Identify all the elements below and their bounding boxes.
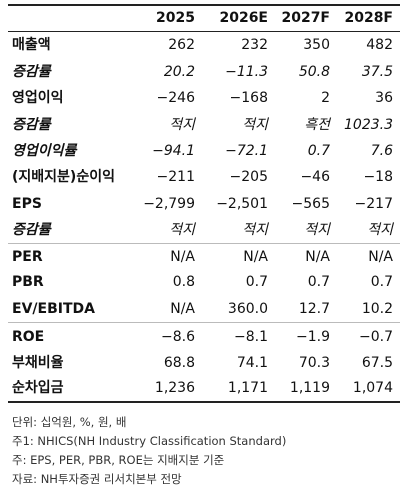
cell: −217 <box>354 196 393 212</box>
cell: −168 <box>229 90 268 106</box>
cell: 68.8 <box>163 355 195 371</box>
cell: 1,171 <box>227 380 268 396</box>
column-header: 2027F <box>281 10 330 26</box>
header-rule <box>8 31 400 32</box>
cell: 350 <box>303 37 330 53</box>
cell: −211 <box>156 169 195 185</box>
cell: −565 <box>291 196 330 212</box>
cell: −1.9 <box>296 329 330 345</box>
cell: 7.6 <box>370 143 393 159</box>
footnote: 단위: 십억원, %, 원, 배 <box>12 415 127 429</box>
cell: 2 <box>321 90 330 106</box>
cell: 적지 <box>242 222 268 238</box>
row-label: 매출액 <box>12 37 51 53</box>
top-rule <box>8 4 400 6</box>
cell: 1,236 <box>154 380 195 396</box>
cell: 20.2 <box>163 64 195 80</box>
cell: −2,501 <box>216 196 268 212</box>
row-label: 영업이익률 <box>12 143 77 159</box>
bottom-rule <box>8 401 400 403</box>
cell: 0.7 <box>307 274 330 290</box>
row-label: 증감률 <box>12 117 51 133</box>
column-header: 2028F <box>344 10 393 26</box>
cell: −72.1 <box>225 143 268 159</box>
group-rule <box>8 243 400 244</box>
column-header: 2025 <box>156 10 195 26</box>
row-label: PBR <box>12 274 44 290</box>
cell: N/A <box>243 249 268 265</box>
row-label: PER <box>12 249 43 265</box>
cell: 0.8 <box>172 274 195 290</box>
row-label: 순차입금 <box>12 380 64 396</box>
column-header: 2026E <box>219 10 268 26</box>
cell: 0.7 <box>307 143 330 159</box>
cell: 1023.3 <box>344 117 393 133</box>
footnote: 자료: NH투자증권 리서치본부 전망 <box>12 472 182 486</box>
cell: 적지 <box>242 117 268 133</box>
cell: 1,119 <box>289 380 330 396</box>
cell: 36 <box>375 90 393 106</box>
cell: N/A <box>305 249 330 265</box>
cell: −205 <box>229 169 268 185</box>
row-label: 증감률 <box>12 64 51 80</box>
cell: −46 <box>300 169 330 185</box>
cell: −18 <box>363 169 393 185</box>
cell: −11.3 <box>225 64 268 80</box>
cell: 12.7 <box>298 301 330 317</box>
cell: 10.2 <box>361 301 393 317</box>
row-label: 영업이익 <box>12 90 64 106</box>
cell: 67.5 <box>361 355 393 371</box>
cell: 50.8 <box>298 64 330 80</box>
cell: N/A <box>368 249 393 265</box>
row-label: 부채비율 <box>12 355 64 371</box>
cell: 적지 <box>169 222 195 238</box>
cell: 0.7 <box>370 274 393 290</box>
cell: −8.1 <box>234 329 268 345</box>
cell: 70.3 <box>298 355 330 371</box>
cell: N/A <box>170 249 195 265</box>
row-label: 증감률 <box>12 222 51 238</box>
cell: −8.6 <box>161 329 195 345</box>
cell: 0.7 <box>245 274 268 290</box>
row-label: (지배지분)순이익 <box>12 169 115 185</box>
cell: 적지 <box>367 222 393 238</box>
group-rule <box>8 322 400 323</box>
cell: 적지 <box>304 222 330 238</box>
cell: −246 <box>156 90 195 106</box>
cell: 1,074 <box>352 380 393 396</box>
cell: 74.1 <box>236 355 268 371</box>
cell: 232 <box>241 37 268 53</box>
cell: −0.7 <box>359 329 393 345</box>
cell: 360.0 <box>227 301 268 317</box>
cell: −94.1 <box>152 143 195 159</box>
footnote: 주: EPS, PER, PBR, ROE는 지배지분 기준 <box>12 453 225 467</box>
cell: 37.5 <box>361 64 393 80</box>
cell: −2,799 <box>143 196 195 212</box>
row-label: ROE <box>12 329 45 345</box>
cell: 262 <box>168 37 195 53</box>
cell: 482 <box>366 37 393 53</box>
row-label: EPS <box>12 196 42 212</box>
footnote: 주1: NHICS(NH Industry Classification Sta… <box>12 434 287 448</box>
cell: 적지 <box>169 117 195 133</box>
cell: 흑전 <box>304 117 330 133</box>
cell: N/A <box>170 301 195 317</box>
row-label: EV/EBITDA <box>12 301 95 317</box>
